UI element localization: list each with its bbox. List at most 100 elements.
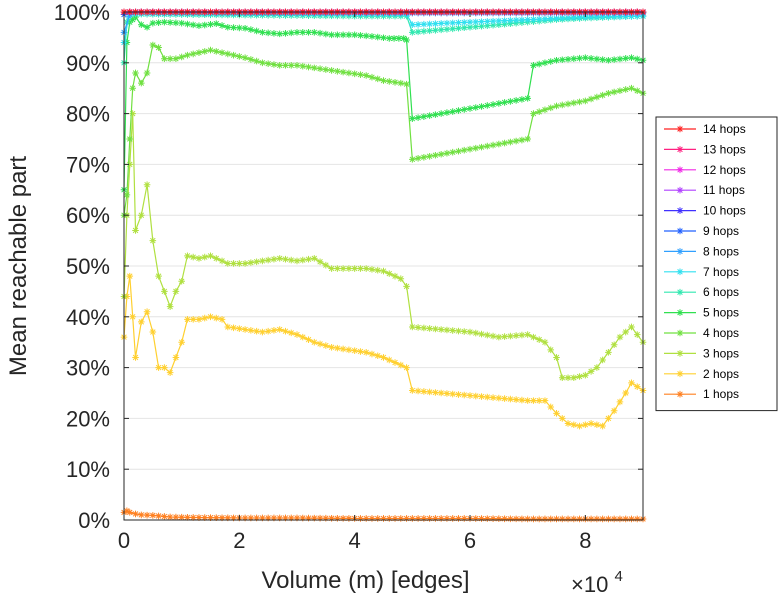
data-point-marker — [489, 332, 497, 340]
data-point-marker — [610, 56, 618, 63]
data-point-marker — [362, 515, 370, 522]
data-point-marker — [633, 55, 641, 63]
data-point-marker — [328, 67, 335, 74]
data-point-marker — [460, 391, 468, 399]
data-point-marker — [126, 509, 134, 516]
data-point-marker — [455, 147, 462, 155]
data-point-marker — [149, 19, 157, 27]
y-tick-label: 10% — [66, 457, 110, 482]
data-point-marker — [218, 22, 226, 29]
data-point-marker — [195, 316, 203, 323]
data-point-marker — [230, 260, 237, 267]
data-point-marker — [541, 15, 549, 23]
data-point-marker — [599, 515, 606, 523]
data-point-marker — [403, 36, 410, 44]
data-point-marker — [241, 54, 249, 62]
data-point-marker — [218, 514, 226, 522]
data-point-marker — [380, 515, 387, 522]
data-point-marker — [512, 137, 520, 145]
data-point-marker — [129, 313, 136, 321]
data-point-marker — [322, 66, 330, 73]
legend-item: 10 hops — [664, 204, 746, 218]
data-point-marker — [201, 48, 209, 55]
data-point-marker — [484, 515, 491, 522]
data-point-marker — [593, 13, 601, 21]
data-point-marker — [212, 48, 220, 55]
data-point-marker — [414, 324, 422, 331]
data-point-marker — [166, 19, 174, 26]
data-point-marker — [484, 102, 491, 109]
data-point-marker — [605, 349, 612, 356]
data-point-marker — [201, 514, 209, 521]
data-point-marker — [676, 125, 684, 133]
data-point-marker — [339, 345, 347, 353]
data-point-marker — [426, 388, 433, 396]
data-point-marker — [149, 512, 157, 519]
data-point-marker — [443, 19, 451, 27]
data-point-marker — [495, 100, 503, 107]
data-point-marker — [449, 327, 456, 334]
data-point-marker — [322, 261, 330, 269]
data-point-marker — [676, 288, 684, 296]
x-tick-label: 0 — [118, 528, 130, 553]
data-point-marker — [558, 515, 566, 523]
data-point-marker — [299, 514, 307, 522]
data-point-marker — [334, 344, 341, 352]
data-point-marker — [507, 395, 514, 403]
data-point-marker — [443, 515, 451, 522]
data-point-marker — [299, 62, 307, 70]
data-point-marker — [530, 515, 537, 523]
data-point-marker — [426, 515, 433, 522]
x-tick-label: 2 — [233, 528, 245, 553]
data-point-marker — [368, 266, 376, 273]
data-point-marker — [397, 361, 405, 369]
data-point-marker — [264, 256, 272, 264]
data-point-marker — [212, 255, 220, 262]
data-point-marker — [466, 105, 474, 112]
data-point-marker — [230, 514, 237, 522]
data-point-marker — [414, 515, 422, 522]
data-point-marker — [582, 421, 589, 429]
x-axis-multiplier: ×10 4 — [571, 568, 623, 597]
data-point-marker — [622, 86, 629, 93]
data-point-marker — [149, 237, 157, 244]
data-point-marker — [276, 30, 283, 38]
x-axis-ticks: 0 2 4 6 8 — [118, 12, 591, 553]
x-axis-multiplier-base: ×10 — [571, 572, 608, 597]
data-point-marker — [489, 101, 497, 108]
data-point-marker — [276, 514, 283, 522]
data-point-marker — [524, 397, 531, 404]
data-point-marker — [207, 514, 214, 521]
legend-item: 1 hops — [664, 387, 739, 401]
data-point-marker — [426, 152, 433, 160]
data-point-marker — [247, 327, 255, 334]
data-point-marker — [420, 20, 428, 28]
data-point-marker — [287, 514, 295, 522]
data-point-marker — [414, 21, 422, 28]
data-point-marker — [362, 349, 370, 356]
legend-item: 14 hops — [664, 122, 746, 136]
data-point-marker — [362, 32, 370, 40]
data-point-marker — [391, 272, 399, 280]
data-point-marker — [161, 288, 168, 295]
legend-label: 4 hops — [703, 326, 739, 340]
data-point-marker — [414, 387, 422, 395]
legend-label: 3 hops — [703, 346, 739, 360]
data-point-marker — [610, 88, 618, 96]
data-point-marker — [432, 20, 439, 27]
data-point-marker — [155, 19, 162, 26]
data-point-marker — [570, 99, 578, 107]
data-point-marker — [501, 99, 508, 106]
data-point-marker — [628, 323, 635, 331]
data-point-marker — [576, 54, 583, 62]
data-point-marker — [293, 257, 301, 265]
data-point-marker — [132, 69, 139, 77]
data-point-marker — [374, 352, 382, 360]
data-point-marker — [599, 56, 606, 63]
data-point-marker — [282, 327, 289, 335]
data-point-marker — [253, 258, 260, 266]
data-point-marker — [395, 35, 403, 42]
data-point-marker — [622, 515, 629, 523]
data-point-marker — [437, 150, 445, 158]
data-point-marker — [409, 387, 416, 394]
